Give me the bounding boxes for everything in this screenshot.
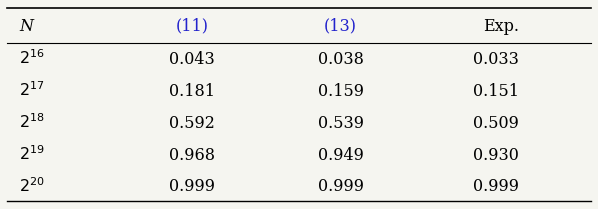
Text: 0.539: 0.539 — [318, 115, 364, 131]
Text: Exp.: Exp. — [483, 18, 519, 35]
Text: $2^{20}$: $2^{20}$ — [19, 178, 45, 196]
Text: 0.043: 0.043 — [169, 51, 215, 68]
Text: (13): (13) — [324, 18, 357, 35]
Text: 0.509: 0.509 — [474, 115, 519, 131]
Text: 0.968: 0.968 — [169, 147, 215, 163]
Text: 0.592: 0.592 — [169, 115, 215, 131]
Text: 0.930: 0.930 — [474, 147, 519, 163]
Text: 0.038: 0.038 — [318, 51, 364, 68]
Text: 0.949: 0.949 — [318, 147, 364, 163]
Text: $2^{18}$: $2^{18}$ — [19, 114, 45, 133]
Text: $2^{17}$: $2^{17}$ — [19, 82, 45, 101]
Text: $2^{19}$: $2^{19}$ — [19, 146, 45, 164]
Text: 0.159: 0.159 — [318, 83, 364, 100]
Text: 0.999: 0.999 — [169, 178, 215, 195]
Text: 0.999: 0.999 — [318, 178, 364, 195]
Text: (11): (11) — [175, 18, 208, 35]
Text: N: N — [19, 18, 33, 35]
Text: 0.151: 0.151 — [473, 83, 519, 100]
Text: 0.999: 0.999 — [473, 178, 519, 195]
Text: 0.181: 0.181 — [169, 83, 215, 100]
Text: $2^{16}$: $2^{16}$ — [19, 50, 45, 69]
Text: 0.033: 0.033 — [474, 51, 519, 68]
